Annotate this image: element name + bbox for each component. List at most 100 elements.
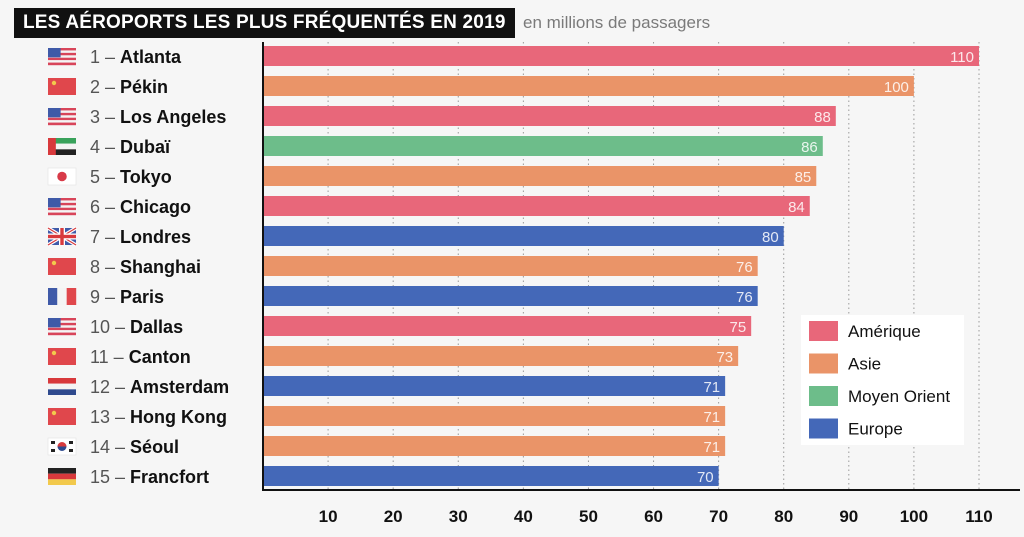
- airport-label: 3 – Los Angeles: [90, 107, 226, 127]
- airport-rank: 7 –: [90, 227, 120, 247]
- bar-value-label: 71: [703, 379, 720, 396]
- china-flag-icon: [48, 258, 76, 275]
- bar-value-label: 76: [736, 289, 753, 306]
- airport-name: Paris: [120, 287, 164, 307]
- airport-name: Hong Kong: [130, 407, 227, 427]
- legend-label-europe: Europe: [848, 420, 903, 439]
- airport-rank: 4 –: [90, 137, 120, 157]
- legend-label-moyen_orient: Moyen Orient: [848, 387, 950, 406]
- airport-name: Los Angeles: [120, 107, 226, 127]
- bar-value-label: 85: [795, 169, 812, 186]
- airport-rank: 6 –: [90, 197, 120, 217]
- us-flag-icon: [48, 318, 76, 336]
- airport-rank: 2 –: [90, 77, 120, 97]
- china-flag-icon: [48, 348, 76, 365]
- airport-rank: 14 –: [90, 437, 130, 457]
- bar-chicago: [263, 196, 810, 216]
- x-tick-label: 60: [644, 507, 663, 526]
- bar-tokyo: [263, 166, 817, 186]
- bar-value-label: 110: [950, 49, 974, 66]
- airport-name: Séoul: [130, 437, 179, 457]
- airport-label: 2 – Pékin: [90, 77, 168, 97]
- airport-name: Tokyo: [120, 167, 172, 187]
- airport-name: Dallas: [130, 317, 183, 337]
- airport-label: 4 – Dubaï: [90, 137, 171, 157]
- airport-rank: 12 –: [90, 377, 130, 397]
- bar-value-label: 88: [814, 109, 831, 126]
- china-flag-icon: [48, 408, 76, 425]
- airport-name: Chicago: [120, 197, 191, 217]
- airport-name: Atlanta: [120, 47, 182, 67]
- us-flag-icon: [48, 198, 76, 216]
- bar-value-label: 71: [703, 409, 720, 426]
- airport-name: Pékin: [120, 77, 168, 97]
- x-tick-label: 50: [579, 507, 598, 526]
- japan-flag-icon: [47, 167, 77, 186]
- us-flag-icon: [48, 48, 76, 66]
- airport-label: 15 – Francfort: [90, 467, 209, 487]
- bar-hong-kong: [263, 406, 726, 426]
- korea-flag-icon: [47, 437, 77, 456]
- airport-rank: 1 –: [90, 47, 120, 67]
- airport-rank: 10 –: [90, 317, 130, 337]
- airport-label: 1 – Atlanta: [90, 47, 182, 67]
- bar-dallas: [263, 316, 752, 336]
- x-tick-label: 40: [514, 507, 533, 526]
- bar-value-label: 100: [884, 79, 909, 96]
- airport-name: Dubaï: [120, 137, 171, 157]
- chart-subtitle: en millions de passagers: [523, 13, 711, 32]
- airport-label: 12 – Amsterdam: [90, 377, 229, 397]
- airport-label: 6 – Chicago: [90, 197, 191, 217]
- bar-value-label: 86: [801, 139, 818, 156]
- airport-label: 7 – Londres: [90, 227, 191, 247]
- airport-name: Francfort: [130, 467, 209, 487]
- airport-name: Londres: [120, 227, 191, 247]
- airport-label: 9 – Paris: [90, 287, 164, 307]
- airport-name: Shanghai: [120, 257, 201, 277]
- bar-canton: [263, 346, 739, 366]
- bar-value-label: 76: [736, 259, 753, 276]
- germany-flag-icon: [48, 468, 76, 485]
- bar-amsterdam: [263, 376, 726, 396]
- bar-value-label: 84: [788, 199, 805, 216]
- bar-paris: [263, 286, 758, 306]
- bar-duba-: [263, 136, 823, 156]
- airport-label: 5 – Tokyo: [90, 167, 172, 187]
- netherlands-flag-icon: [48, 378, 76, 395]
- legend-label-asie: Asie: [848, 355, 881, 374]
- airport-rank: 11 –: [90, 347, 129, 367]
- airport-rank: 3 –: [90, 107, 120, 127]
- airport-label: 11 – Canton: [90, 347, 191, 367]
- bar-francfort: [263, 466, 719, 486]
- airport-rank: 15 –: [90, 467, 130, 487]
- bar-los-angeles: [263, 106, 836, 126]
- legend-label-amerique: Amérique: [848, 322, 921, 341]
- us-flag-icon: [48, 108, 76, 126]
- bar-p-kin: [263, 76, 914, 96]
- legend-swatch-europe: [809, 418, 838, 439]
- legend-swatch-asie: [809, 353, 838, 374]
- legend-swatch-amerique: [809, 321, 838, 341]
- x-tick-label: 10: [319, 507, 338, 526]
- x-tick-label: 80: [774, 507, 793, 526]
- airport-name: Amsterdam: [130, 377, 229, 397]
- bar-value-label: 75: [729, 319, 746, 336]
- airport-label: 8 – Shanghai: [90, 257, 201, 277]
- france-flag-icon: [48, 288, 77, 305]
- uae-flag-icon: [48, 138, 76, 155]
- bar-value-label: 70: [697, 469, 714, 486]
- x-tick-label: 100: [900, 507, 928, 526]
- bar-value-label: 80: [762, 229, 779, 246]
- bar-s-oul: [263, 436, 726, 456]
- airport-name: Canton: [129, 347, 191, 367]
- x-tick-label: 20: [384, 507, 403, 526]
- airport-label: 10 – Dallas: [90, 317, 183, 337]
- airport-rank: 8 –: [90, 257, 120, 277]
- airport-rank: 5 –: [90, 167, 120, 187]
- bar-value-label: 71: [703, 439, 720, 456]
- legend-swatch-moyen_orient: [809, 386, 838, 406]
- uk-flag-icon: [47, 226, 77, 247]
- bar-value-label: 73: [716, 349, 733, 366]
- airport-rank: 9 –: [90, 287, 120, 307]
